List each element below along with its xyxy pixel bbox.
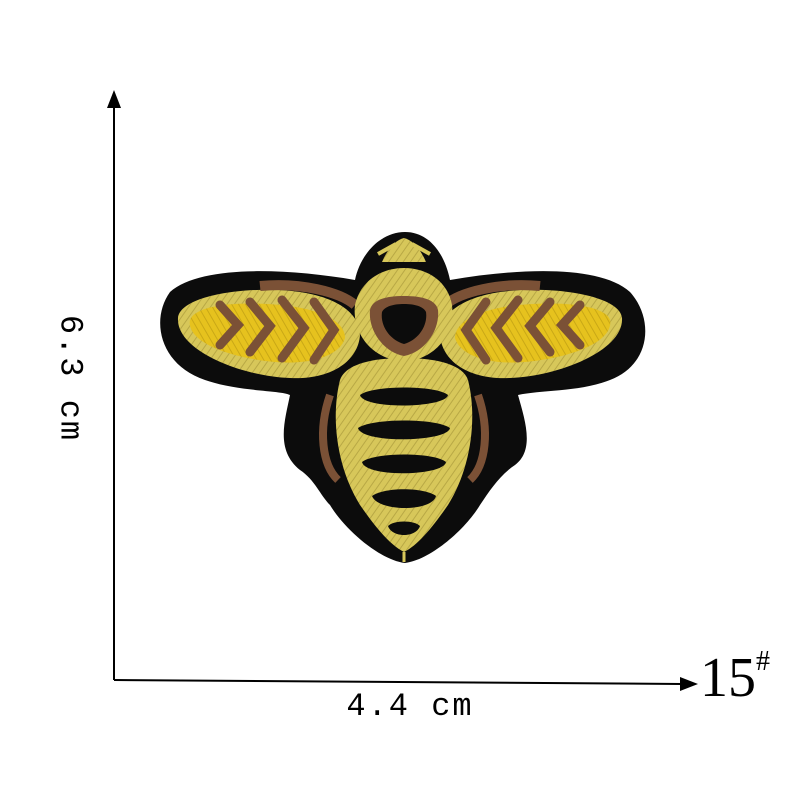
thorax-shield-center: [381, 304, 427, 344]
left-wing-top-band: [259, 280, 359, 309]
abdomen-side-brown-left: [319, 393, 341, 483]
style-number-mark: #: [756, 646, 770, 677]
bee-patch-image: [160, 232, 646, 563]
left-wing-chevrons: [215, 295, 340, 365]
abdomen-black-stripes: [358, 387, 450, 535]
style-number: 15: [700, 647, 756, 709]
vertical-axis-arrowhead: [107, 90, 121, 108]
bee-head: [377, 238, 431, 262]
right-wing-chevrons: [460, 295, 585, 365]
style-number-label: 15#: [700, 647, 770, 709]
measurement-axes: [107, 90, 698, 691]
horizontal-axis-arrowhead: [680, 677, 698, 691]
width-dimension-label: 4.4 cm: [346, 688, 474, 725]
abdomen-side-brown-right: [467, 393, 489, 483]
height-dimension-label: 6.3 cm: [51, 314, 89, 443]
horizontal-axis-line: [113, 679, 683, 685]
